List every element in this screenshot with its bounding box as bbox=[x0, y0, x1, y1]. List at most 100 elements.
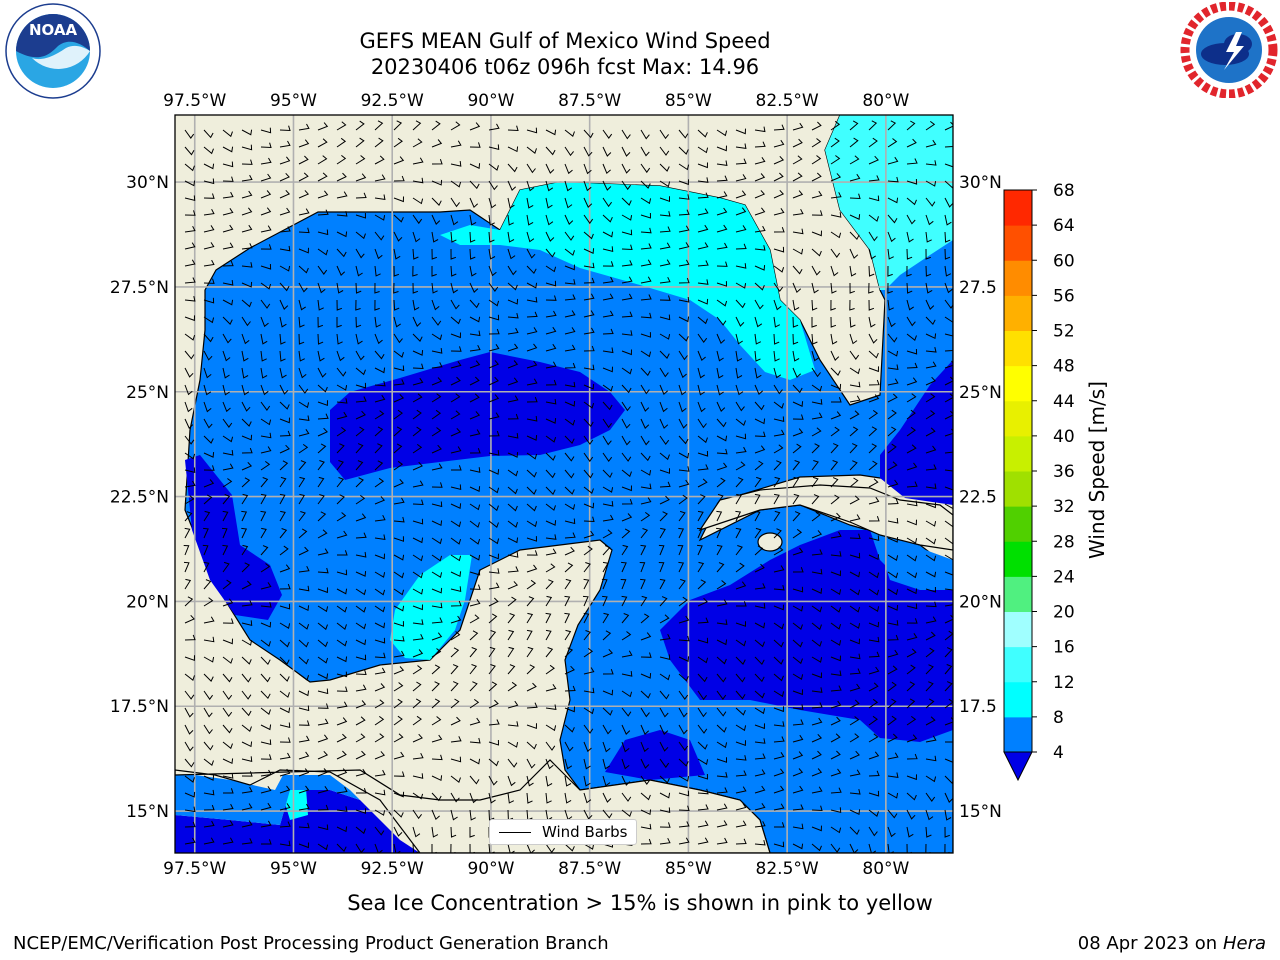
lon-label-top-3: 90°W bbox=[467, 91, 514, 111]
wind-barb bbox=[317, 229, 329, 236]
wind-barb bbox=[811, 588, 823, 594]
wind-barb bbox=[298, 227, 310, 234]
wind-barb bbox=[298, 622, 310, 630]
wind-barb bbox=[925, 631, 936, 641]
wind-barb bbox=[944, 345, 953, 352]
wind-barb bbox=[469, 569, 481, 576]
wind-barb bbox=[336, 367, 347, 377]
wind-barb bbox=[412, 698, 422, 709]
wind-barb bbox=[222, 316, 233, 325]
wind-barb bbox=[184, 195, 196, 201]
wind-barb bbox=[754, 384, 764, 396]
wind-barb bbox=[678, 194, 690, 200]
wind-barb bbox=[222, 494, 231, 505]
wind-barb bbox=[564, 163, 573, 175]
colorbar-tick-label-52: 52 bbox=[1053, 322, 1075, 342]
wind-barb bbox=[583, 345, 595, 352]
lat-label-left-0: 30°N bbox=[126, 173, 169, 193]
wind-barb bbox=[564, 264, 575, 271]
wind-barb bbox=[222, 242, 234, 250]
wind-barb bbox=[735, 433, 747, 440]
wind-barb bbox=[545, 704, 557, 710]
wind-barb bbox=[298, 785, 310, 794]
wind-barb bbox=[393, 771, 405, 777]
wind-barb bbox=[450, 410, 461, 420]
wind-barb bbox=[260, 282, 272, 290]
wind-barb bbox=[792, 155, 803, 165]
wind-barb bbox=[279, 603, 291, 610]
wind-barb bbox=[222, 758, 234, 765]
wind-barb bbox=[336, 686, 348, 692]
wind-barb bbox=[564, 595, 571, 607]
wind-barb bbox=[564, 231, 575, 241]
wind-barb bbox=[317, 190, 329, 199]
wind-barb bbox=[621, 741, 630, 753]
colorbar-tick-label-36: 36 bbox=[1053, 462, 1075, 482]
wind-barb bbox=[431, 333, 443, 341]
wind-barb bbox=[716, 175, 728, 182]
wind-barb bbox=[260, 401, 271, 411]
wind-barb bbox=[355, 382, 367, 389]
wind-barb bbox=[621, 367, 633, 375]
wind-barb bbox=[792, 639, 803, 648]
footer-date-text: 08 Apr 2023 on bbox=[1077, 933, 1223, 954]
wind-barb bbox=[640, 497, 652, 505]
wind-barbs bbox=[183, 120, 953, 853]
wind-barb bbox=[222, 463, 234, 471]
wind-barb bbox=[298, 367, 307, 379]
wind-barb bbox=[203, 707, 213, 718]
wind-barb bbox=[222, 418, 233, 428]
wind-barb bbox=[811, 549, 823, 556]
wind-barb bbox=[811, 367, 821, 378]
wind-barb bbox=[735, 690, 746, 700]
footer-credit: NCEP/EMC/Verification Post Processing Pr… bbox=[13, 933, 609, 954]
wind-barb bbox=[545, 435, 557, 443]
wind-barb bbox=[659, 211, 671, 217]
wind-barb bbox=[317, 605, 329, 613]
wind-barb bbox=[355, 316, 362, 328]
wind-barb bbox=[431, 231, 439, 243]
wind-barb bbox=[602, 401, 613, 411]
wind-barb bbox=[336, 411, 348, 420]
wind-barb bbox=[526, 378, 538, 386]
wind-barb bbox=[621, 792, 632, 802]
wind-barb bbox=[944, 554, 953, 561]
wind-barb bbox=[735, 174, 747, 182]
wind-barb bbox=[222, 707, 233, 718]
wind-barb bbox=[849, 173, 861, 182]
wind-barb bbox=[203, 465, 215, 471]
wind-barb bbox=[393, 299, 400, 311]
wind-barb bbox=[640, 452, 651, 462]
wind-barb bbox=[450, 775, 461, 784]
wind-barb bbox=[298, 333, 305, 345]
wind-barb bbox=[317, 476, 325, 488]
wind-barb bbox=[868, 120, 878, 131]
wind-barb bbox=[469, 664, 478, 675]
wind-barb bbox=[602, 758, 610, 770]
wind-barb bbox=[526, 503, 537, 512]
wind-barb bbox=[469, 393, 480, 403]
wind-barb bbox=[849, 683, 861, 692]
wind-barb bbox=[697, 741, 708, 750]
wind-barb bbox=[830, 622, 842, 630]
wind-barb bbox=[621, 595, 628, 607]
wind-barb bbox=[754, 639, 765, 648]
wind-barb bbox=[602, 561, 609, 573]
colorbar-segment-32 bbox=[1004, 471, 1032, 507]
wind-barb bbox=[925, 316, 936, 326]
wind-barb bbox=[868, 175, 880, 182]
wind-barb bbox=[621, 499, 633, 505]
wind-barb bbox=[583, 310, 595, 318]
wind-barb bbox=[260, 477, 269, 488]
wind-barb bbox=[658, 544, 665, 556]
wind-barb bbox=[678, 225, 690, 233]
wind-barb bbox=[393, 393, 405, 403]
wind-barb bbox=[526, 265, 537, 275]
wind-barb bbox=[716, 544, 723, 556]
wind-barb bbox=[507, 613, 516, 624]
wind-barb bbox=[735, 282, 747, 289]
wind-barb bbox=[868, 195, 880, 202]
wind-barb bbox=[298, 282, 308, 293]
wind-barb bbox=[602, 612, 610, 624]
wind-barb bbox=[545, 563, 556, 573]
